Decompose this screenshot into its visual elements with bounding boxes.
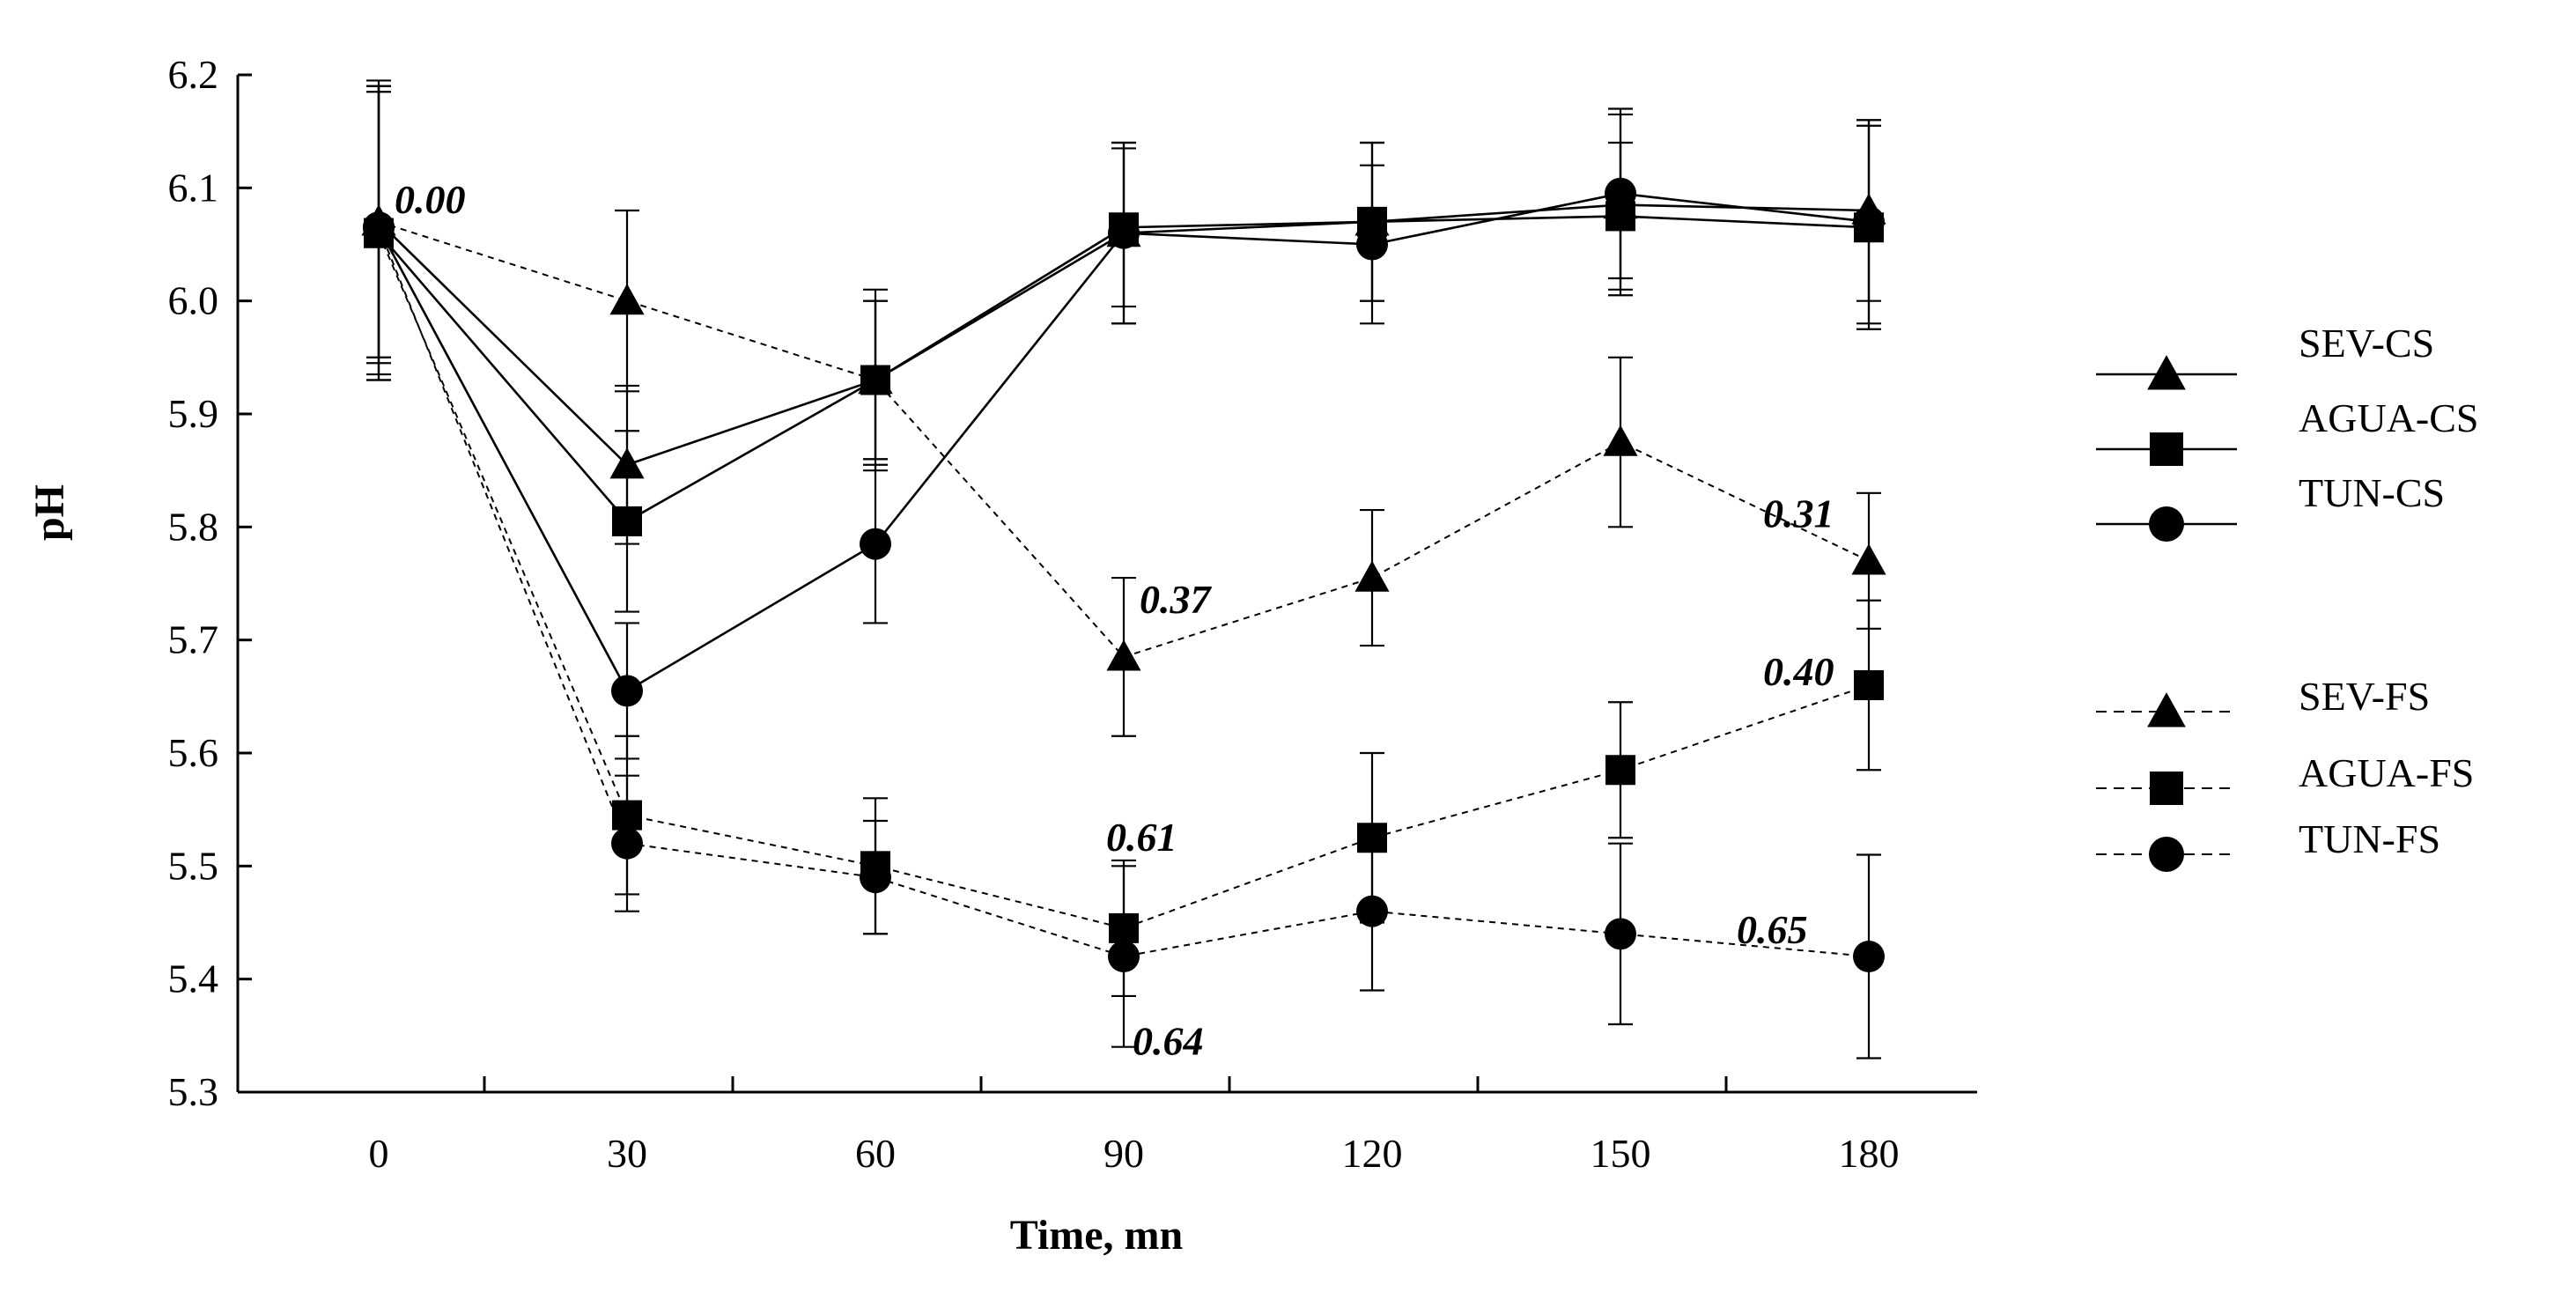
data-point-tun-cs	[1356, 228, 1388, 261]
annotation-layer: 0.00 0.37 0.31 0.40 0.61 0.64 0.65	[395, 177, 1834, 1064]
legend-marker-tun-cs	[2149, 506, 2184, 542]
legend-marker-agua-fs	[2150, 772, 2183, 805]
x-tick-label: 0	[369, 1131, 389, 1176]
legend-marker-sev-cs	[2147, 355, 2186, 390]
y-tick-label: 5.6	[168, 730, 219, 775]
legend-marker-agua-cs	[2150, 432, 2183, 466]
data-point-sev-fs	[1603, 425, 1638, 456]
data-point-sev-fs	[1106, 639, 1141, 671]
y-tick-label: 6.1	[168, 165, 219, 210]
data-point-tun-fs	[1356, 895, 1388, 927]
axes-layer: 5.3 5.4 5.5 5.6 5.7 5.8 5.9 6.0 6.1 6.2 0 30 60 90 120…	[168, 52, 1977, 1176]
legend-label: SEV-CS	[2299, 321, 2434, 366]
legend-label: TUN-CS	[2299, 470, 2445, 515]
data-point-sev-fs	[609, 284, 645, 315]
data-point-agua-fs	[1854, 670, 1884, 700]
annotation-label: 0.64	[1133, 1018, 1204, 1063]
data-point-sev-cs	[609, 447, 645, 479]
data-point-tun-fs	[860, 861, 891, 894]
y-tick-label: 5.5	[168, 843, 219, 888]
legend-layer: SEV-CS AGUA-CS TUN-CS SEV-FS AGUA-FS TUN-FS	[2096, 321, 2478, 872]
legend-marker-tun-fs	[2149, 837, 2184, 872]
data-point-tun-cs	[1853, 205, 1885, 238]
x-tick-label: 90	[1103, 1131, 1144, 1176]
annotation-label: 0.00	[395, 177, 466, 222]
annotation-label: 0.31	[1763, 491, 1834, 535]
x-tick-label: 180	[1839, 1131, 1900, 1176]
y-axis-title: pH	[26, 484, 73, 541]
data-point-agua-cs	[612, 506, 642, 536]
y-tick-label: 5.3	[168, 1069, 219, 1114]
x-tick-label: 150	[1591, 1131, 1651, 1176]
data-point-tun-fs	[611, 827, 643, 860]
annotation-label: 0.61	[1106, 815, 1177, 860]
data-point-sev-fs	[1354, 560, 1390, 592]
legend-label: SEV-FS	[2299, 674, 2430, 719]
x-tick-label: 30	[607, 1131, 647, 1176]
legend-label: TUN-FS	[2299, 816, 2440, 861]
data-point-tun-fs	[1853, 941, 1885, 972]
y-tick-label: 6.2	[168, 52, 219, 97]
x-tick-label: 120	[1342, 1131, 1403, 1176]
legend-marker-sev-fs	[2147, 692, 2186, 727]
x-axis-title: Time, mn	[1010, 1212, 1183, 1259]
data-point-tun-fs	[363, 211, 395, 244]
y-tick-label: 5.8	[168, 504, 219, 549]
y-tick-label: 5.7	[168, 617, 219, 662]
y-tick-label: 6.0	[168, 278, 219, 323]
legend-label: AGUA-CS	[2299, 395, 2478, 440]
legend-label: AGUA-FS	[2299, 750, 2474, 795]
annotation-label: 0.40	[1763, 649, 1834, 694]
data-point-sev-fs	[1851, 543, 1886, 575]
data-point-tun-cs	[860, 528, 891, 560]
data-point-tun-cs	[611, 675, 643, 707]
data-point-agua-fs	[1357, 823, 1387, 853]
annotation-label: 0.37	[1140, 577, 1213, 622]
x-tick-label: 60	[855, 1131, 896, 1176]
data-point-agua-fs	[1109, 912, 1139, 943]
annotation-label: 0.65	[1737, 907, 1808, 952]
data-point-agua-fs	[612, 800, 642, 831]
data-point-tun-fs	[1108, 941, 1140, 972]
data-point-sev-fs	[858, 362, 893, 395]
y-tick-label: 5.4	[168, 956, 219, 1001]
data-point-tun-fs	[1605, 918, 1636, 950]
y-tick-label: 5.9	[168, 391, 219, 436]
data-point-tun-cs	[1108, 217, 1140, 249]
data-point-tun-cs	[1605, 177, 1636, 210]
data-point-agua-fs	[1605, 755, 1635, 786]
markers-layer	[361, 177, 1886, 972]
